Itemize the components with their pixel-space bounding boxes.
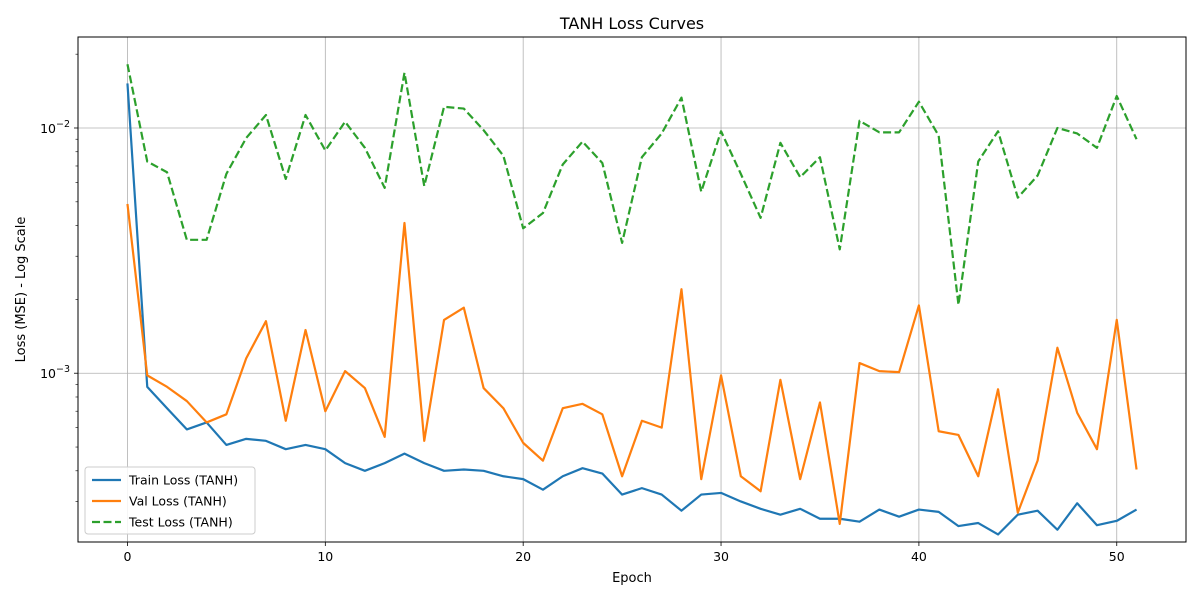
x-tick-label: 0: [123, 549, 131, 564]
x-tick-label: 40: [911, 549, 927, 564]
y-tick-label: 10−2: [40, 119, 70, 136]
series-line-val-loss-tanh: [126, 203, 1138, 525]
series-line-train-loss-tanh: [126, 83, 1138, 536]
chart-title: TANH Loss Curves: [559, 14, 704, 33]
y-axis-label: Loss (MSE) - Log Scale: [14, 217, 29, 363]
plot-frame: [77, 36, 1187, 543]
series-line-test-loss-tanh: [126, 64, 1138, 306]
x-tick-label: 10: [317, 549, 333, 564]
legend-label: Train Loss (TANH): [128, 473, 238, 488]
grid: [78, 37, 1186, 542]
y-tick-label: 10−3: [40, 364, 70, 381]
x-tick-label: 20: [515, 549, 531, 564]
legend-box: [84, 466, 256, 535]
plot-lines: [126, 64, 1138, 536]
axis-ticks: 0 10 20 30 40 50 10−3 10−2: [40, 53, 1125, 564]
x-tick-label: 30: [713, 549, 729, 564]
x-axis-label: Epoch: [612, 571, 652, 586]
legend: Train Loss (TANH) Val Loss (TANH) Test Los…: [84, 466, 256, 535]
x-tick-label: 50: [1109, 549, 1125, 564]
legend-label: Val Loss (TANH): [129, 494, 227, 509]
legend-label: Test Loss (TANH): [128, 515, 233, 530]
